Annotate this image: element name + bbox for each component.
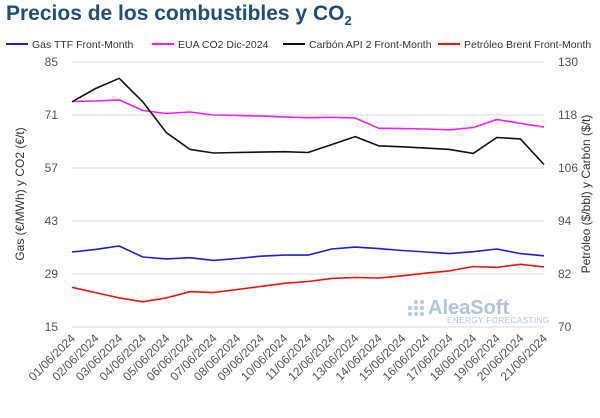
y-tick-left: 85 [45,55,59,69]
y-tick-left: 15 [45,320,59,334]
legend-label: Carbón API 2 Front-Month [309,39,432,51]
legend: Gas TTF Front-Month EUA CO2 Dic-2024 Carbó… [6,39,591,51]
y-tick-right: 106 [558,161,578,175]
chart-title: Precios de los combustibles y CO2 [6,2,352,28]
y-tick-right: 94 [558,214,572,228]
y-tick-right: 70 [558,320,572,334]
legend-label: Gas TTF Front-Month [32,39,133,51]
legend-item: EUA CO2 Dic-2024 [152,39,269,51]
watermark-brand: AleaSoft [428,297,509,319]
chart-title-text: Precios de los combustibles y CO [6,2,345,25]
legend-item: Petróleo Brent Front-Month [438,39,591,51]
series-line-carb-n-api-2-front-month [71,77,545,166]
legend-item: Carbón API 2 Front-Month [283,39,432,51]
series-line-petr-leo-brent-front-month [71,263,545,303]
legend-label: Petróleo Brent Front-Month [464,39,591,51]
x-axis-ticks: 01/06/202402/06/202403/06/202404/06/2024… [26,331,551,384]
series-lines [71,77,545,303]
y-tick-right: 118 [558,108,577,122]
watermark: AleaSoft ENERGY FORECASTING [407,297,550,325]
aleasoft-logo-icon [407,299,425,317]
watermark-tagline: ENERGY FORECASTING [447,316,550,325]
y-axis-right-label: Petróleo ($/bbl) y Carbón ($/t) [579,115,593,274]
series-line-gas-ttf-front-month [71,245,545,262]
y-tick-left: 57 [45,161,59,175]
y-tick-left: 29 [45,267,59,281]
y-tick-right: 82 [558,267,572,281]
y-axis-left-ticks: 15 29 43 57 71 85 [45,55,59,334]
gridlines [72,61,544,328]
y-tick-left: 71 [45,108,59,122]
y-tick-right: 130 [558,55,578,69]
y-tick-left: 43 [45,214,59,228]
chart-title-subscript: 2 [344,13,352,29]
y-axis-right-ticks: 70 82 94 106 118 130 [558,55,578,334]
legend-label: EUA CO2 Dic-2024 [178,39,269,51]
legend-item: Gas TTF Front-Month [6,39,133,51]
y-axis-left-label: Gas (€/MWh) y CO2 (€/t) [13,127,27,260]
